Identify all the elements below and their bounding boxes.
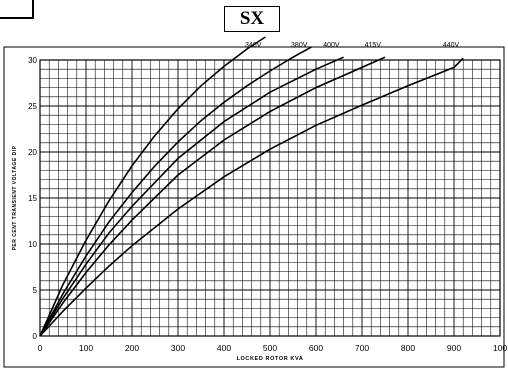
series-label: 380V <box>291 42 308 49</box>
series-line <box>39 56 344 337</box>
series-label: 346V <box>245 42 262 49</box>
y-tick-label: 0 <box>33 332 38 341</box>
x-axis-label: LOCKED ROTOR KVA <box>237 356 304 362</box>
x-tick-label: 700 <box>355 343 369 353</box>
y-tick-label: 20 <box>28 148 37 157</box>
x-tick-label: 100 <box>79 343 93 353</box>
series-line <box>39 36 266 337</box>
y-tick-labels: 0 5 10 15 20 25 30 <box>28 56 37 341</box>
x-tick-label: 300 <box>171 343 185 353</box>
x-tick-label: 800 <box>401 343 415 353</box>
y-tick-label: 15 <box>28 194 37 203</box>
series-line <box>39 46 312 337</box>
series-line <box>39 56 386 337</box>
corner-label-box <box>0 0 34 19</box>
plot-area <box>39 59 501 337</box>
series-label: 440V <box>443 42 460 49</box>
x-tick-label: 0 <box>38 343 43 353</box>
x-tick-label: 400 <box>217 343 231 353</box>
x-tick-label: 600 <box>309 343 323 353</box>
x-tick-labels: 0 100 200 300 400 500 600 700 800 900 100 <box>38 343 508 353</box>
chart-title: SX <box>224 6 280 32</box>
x-tick-label: 200 <box>125 343 139 353</box>
series-line <box>39 57 464 337</box>
y-tick-label: 30 <box>28 56 37 65</box>
series-label: 400V <box>323 42 340 49</box>
series-label: 415V <box>365 42 382 49</box>
series-lines <box>39 36 464 337</box>
x-tick-label: 500 <box>263 343 277 353</box>
y-axis-label: PER CENT TRANSIENT VOLTAGE DIP <box>12 145 18 250</box>
x-tick-label: 100 <box>493 343 507 353</box>
y-tick-label: 25 <box>28 102 37 111</box>
y-tick-label: 5 <box>33 286 38 295</box>
series-labels: 346V 380V 400V 415V 440V <box>245 42 459 49</box>
y-tick-label: 10 <box>28 240 37 249</box>
x-tick-label: 900 <box>447 343 461 353</box>
